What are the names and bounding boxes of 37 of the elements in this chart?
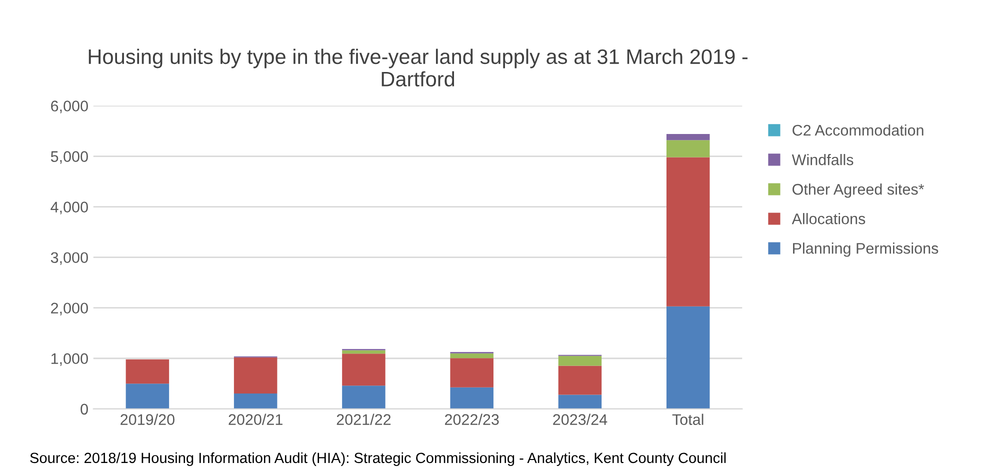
bar [126,384,170,409]
bar [126,359,170,384]
x-tick-label: Total [672,414,704,425]
x-tick-label: 2020/21 [228,414,282,425]
y-tick-label: 4,000 [50,202,88,214]
bar [450,358,494,388]
legend-label: Windfalls [792,154,854,166]
chart-title: Housing units by type in the five-year land supply as at 31 March 2019 - Dartford [88,48,748,87]
bar [234,393,278,409]
bar [450,353,494,358]
y-tick-label: 3,000 [50,252,88,265]
y-tick-label: 1,000 [51,353,88,366]
bar [558,366,602,395]
bar [342,386,386,409]
legend-label: Allocations [792,213,866,224]
bar [666,134,710,140]
legend-label: Other Agreed sites* [792,184,924,198]
source-note: Source: 2018/19 Housing Information Audit (HIA): Strategic Commissioning - Analytics, Kent County Council [30,452,726,466]
legend-label: C2 Accommodation [792,124,924,136]
x-tick-label: 2019/20 [120,414,174,425]
bar [342,350,386,354]
bar [558,394,602,409]
bar [234,357,278,394]
legend-label: Planning Permissions [793,242,938,257]
bar [450,387,494,409]
x-tick-label: 2021/22 [336,414,391,425]
x-tick-label: 2022/23 [445,414,499,425]
y-tick-label: 5,000 [50,151,88,164]
bar [666,157,710,306]
y-tick-label: 0 [80,404,88,415]
y-tick-label: 2,000 [51,302,88,316]
bar [666,140,710,158]
bar [666,306,710,409]
y-tick-label: 6,000 [51,100,88,114]
x-tick-label: 2023/24 [553,414,608,425]
bar [558,356,602,366]
bar [342,354,386,386]
